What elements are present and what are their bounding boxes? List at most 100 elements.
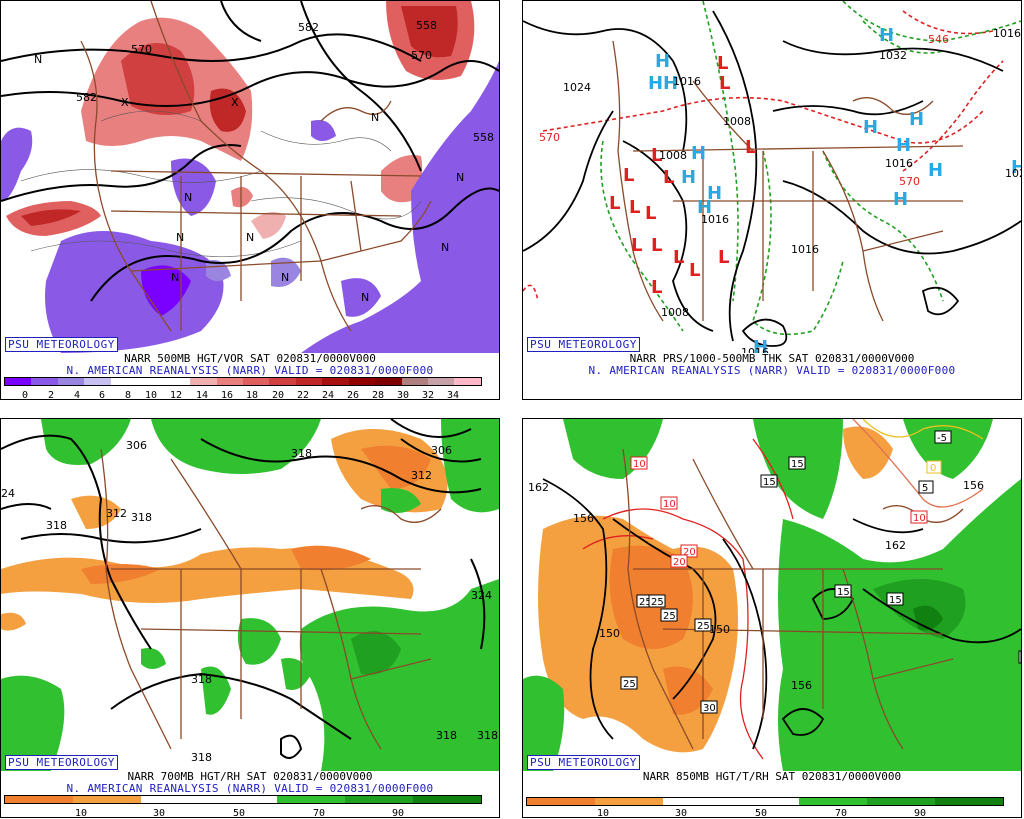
- map-700mb: 306 318 306 318 312 24 318 312 318 324 3…: [1, 419, 499, 771]
- temp-label: 15: [791, 459, 804, 470]
- cbar-label: 50: [232, 808, 246, 818]
- map-850mb-svg: 162 156 150 150 156 162 156 10 10 10 20 …: [523, 419, 1021, 771]
- cbar-label: 30: [396, 390, 410, 400]
- temp-label: 25: [651, 597, 664, 608]
- high-pressure-icon: H: [1011, 157, 1021, 178]
- cbar-label: 30: [152, 808, 166, 818]
- panel-700mb-rh: 306 318 306 318 312 24 318 312 318 324 3…: [0, 418, 500, 818]
- isobar-labels: 1024 1016 570 1008 1016 1016 1032 546 10…: [539, 27, 1021, 353]
- height-contours-700mb: [1, 419, 486, 759]
- temp-label: 15: [889, 595, 902, 606]
- low-pressure-icon: L: [717, 53, 728, 74]
- height-label: 306: [431, 444, 452, 457]
- thickness-label: 546: [928, 33, 949, 46]
- cbar-label: 70: [834, 808, 848, 818]
- high-pressure-icon: H: [928, 160, 943, 181]
- height-label: 156: [791, 679, 812, 692]
- pressure-centers: H H H H H H H H H H H H H H H L L L L L: [609, 25, 1021, 353]
- height-label: 162: [528, 481, 549, 494]
- vorticity-colorbar: [4, 377, 482, 386]
- height-label: 318: [436, 729, 457, 742]
- vort-letter: N: [281, 271, 289, 284]
- cbar-label: 12: [169, 390, 183, 400]
- cbar-label: 16: [220, 390, 234, 400]
- vorticity-center-letters: N X N N N N N N N N X N: [34, 53, 464, 304]
- map-500mb: N X N N N N N N N N X N 582 570 558 570 …: [1, 1, 499, 353]
- panel-pressure-thickness: H H H H H H H H H H H H H H H L L L L L: [522, 0, 1022, 400]
- low-pressure-icon: L: [663, 167, 674, 188]
- temperature-box-labels: 10 10 10 20 25 25 25 25 25 30 15 15 15 1…: [620, 430, 1021, 714]
- height-label: 582: [298, 21, 319, 34]
- cbar-label: 10: [596, 808, 610, 818]
- low-pressure-icon: L: [623, 165, 634, 186]
- height-label: 582: [76, 91, 97, 104]
- low-pressure-icon: L: [631, 235, 642, 256]
- panel-valid-time: N. AMERICAN REANALYSIS (NARR) VALID = 02…: [66, 364, 434, 377]
- cbar-label: 10: [74, 808, 88, 818]
- low-pressure-icon: L: [718, 247, 729, 268]
- low-pressure-icon: L: [651, 235, 662, 256]
- cbar-label: 6: [98, 390, 106, 400]
- rh-colorbar: [4, 795, 482, 804]
- height-label: 162: [885, 539, 906, 552]
- height-contours: [1, 1, 499, 302]
- isobar-label: 1024: [563, 81, 591, 94]
- rh-colorbar-labels-850: 10 30 50 70 90: [523, 808, 1021, 818]
- cbar-label: 30: [674, 808, 688, 818]
- temp-label: 15: [763, 477, 776, 488]
- height-label: 570: [131, 43, 152, 56]
- low-pressure-icon: L: [689, 260, 700, 281]
- cbar-label: 70: [312, 808, 326, 818]
- height-labels-500mb: 582 570 558 570 582 558: [76, 19, 494, 144]
- vort-letter: N: [171, 271, 179, 284]
- map-850mb: 162 156 150 150 156 162 156 10 10 10 20 …: [523, 419, 1021, 771]
- low-pressure-icon: L: [609, 193, 620, 214]
- thickness-contours: [523, 1, 1021, 336]
- cbar-label: 14: [195, 390, 209, 400]
- moist-air-fill: [1, 419, 499, 771]
- temp-label: 25: [663, 611, 676, 622]
- psu-meteorology-badge: PSU METEOROLOGY: [527, 755, 640, 770]
- temp-label: 25: [639, 597, 652, 608]
- isobar-label: 1016: [885, 157, 913, 170]
- isobar-label: 1016: [673, 75, 701, 88]
- height-label: 150: [709, 623, 730, 636]
- isobar-label: 1008: [661, 306, 689, 319]
- boundaries-500mb: [80, 1, 432, 332]
- panel-valid-time: N. AMERICAN REANALYSIS (NARR) VALID = 02…: [66, 782, 434, 795]
- high-pressure-icon: H: [753, 337, 768, 353]
- height-label: 318: [191, 751, 212, 764]
- map-500mb-svg: N X N N N N N N N N X N 582 570 558 570 …: [1, 1, 499, 353]
- vort-letter: X: [231, 96, 239, 109]
- low-pressure-icon: L: [645, 203, 656, 224]
- high-pressure-icon: H: [655, 51, 670, 72]
- temperature-contours: [582, 419, 984, 760]
- vort-letter: N: [246, 231, 254, 244]
- height-label: 558: [416, 19, 437, 32]
- map-pressure: H H H H H H H H H H H H H H H L L L L L: [523, 1, 1021, 353]
- isobar-label: 1032: [879, 49, 907, 62]
- boundaries-700mb: [100, 448, 442, 750]
- temp-label: 0: [930, 463, 936, 474]
- low-pressure-icon: L: [651, 277, 662, 298]
- cbar-label: 32: [421, 390, 435, 400]
- cbar-label: 0: [21, 390, 29, 400]
- isobar-label: 1016: [791, 243, 819, 256]
- height-label: 318: [46, 519, 67, 532]
- high-pressure-icon: H: [909, 109, 924, 130]
- psu-meteorology-badge: PSU METEOROLOGY: [5, 755, 118, 770]
- height-label: 150: [599, 627, 620, 640]
- high-pressure-icon: H: [648, 73, 663, 94]
- vort-letter: X: [121, 96, 129, 109]
- high-pressure-icon: H: [896, 135, 911, 156]
- isobar-label: 1008: [659, 149, 687, 162]
- isobar-label: 1016: [741, 346, 769, 353]
- panel-title: NARR 850MB HGT/T/RH SAT 020831/0000V000: [642, 770, 902, 783]
- vorticity-colorbar-labels: 0 2 4 6 8 10 12 14 16 18 20 22 24 26 28 …: [1, 390, 499, 400]
- height-label: 312: [106, 507, 127, 520]
- cbar-label: 90: [391, 808, 405, 818]
- temp-label: 30: [703, 703, 716, 714]
- height-label: 306: [126, 439, 147, 452]
- height-label: 312: [411, 469, 432, 482]
- cbar-label: 26: [346, 390, 360, 400]
